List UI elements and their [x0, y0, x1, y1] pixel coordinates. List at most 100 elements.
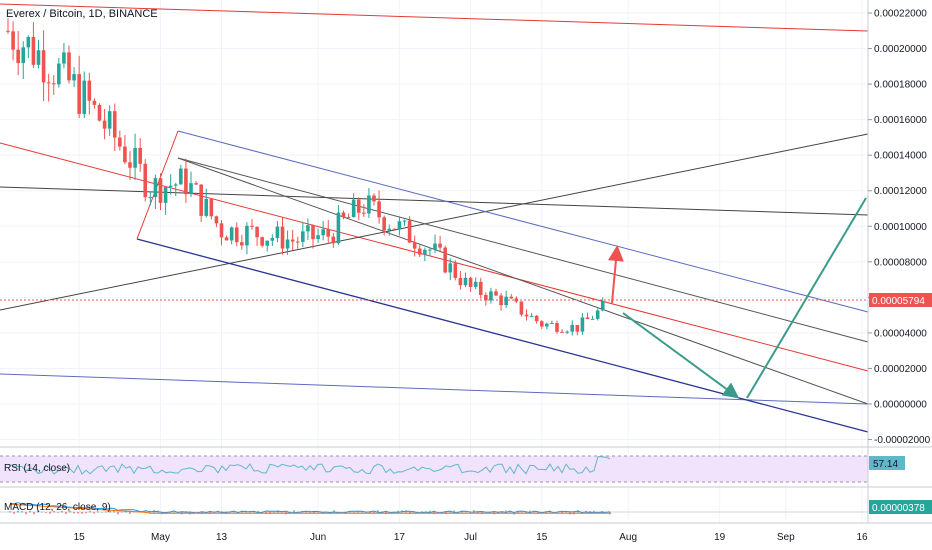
rebound-line-green — [746, 197, 867, 399]
candle-body — [321, 229, 325, 236]
candle-body — [189, 183, 193, 195]
macd-histogram-bar — [373, 512, 375, 514]
candle-body — [397, 221, 402, 230]
candle-body — [16, 49, 20, 64]
macd-histogram-bar — [49, 512, 51, 514]
time-tick-label: Aug — [619, 532, 637, 543]
rsi-line — [9, 456, 611, 475]
candle-body — [509, 296, 514, 299]
price-tick-label: 0.00018000 — [874, 80, 927, 91]
candle-body — [372, 195, 376, 202]
candle-body — [356, 199, 361, 213]
candle-body — [295, 241, 300, 243]
macd-line — [9, 502, 611, 514]
macd-label: MACD (12, 26, close, 9) — [4, 502, 111, 513]
time-axis[interactable]: 15 May 13 Jun 17 Jul 15 Aug 19 Sep 16 — [0, 522, 932, 543]
macd-histogram-bar — [525, 512, 527, 513]
macd-histogram-bar — [53, 510, 55, 513]
macd-histogram-bar — [21, 511, 23, 513]
time-tick-label: 15 — [536, 532, 548, 543]
candle-body — [184, 168, 188, 195]
macd-histogram-bar — [353, 512, 355, 513]
macd-histogram-bar — [105, 511, 107, 513]
candle-body — [326, 229, 331, 237]
price-tick-label: 0.00010000 — [874, 222, 927, 233]
macd-histogram-bar — [305, 511, 307, 513]
candle-body — [179, 168, 183, 185]
macd-histogram-bar — [121, 511, 123, 513]
candle-body — [275, 226, 280, 239]
macd-histogram-bar — [89, 510, 91, 513]
macd-histogram-bar — [253, 511, 255, 513]
candle-body — [11, 31, 15, 50]
candle-body — [229, 227, 234, 241]
macd-histogram-bar — [361, 511, 363, 513]
price-tick-label: 0.00008000 — [874, 257, 927, 268]
channel-left-edge — [136, 130, 179, 240]
macd-histogram-bar — [45, 512, 47, 513]
channel-mid-lower-line — [177, 157, 869, 405]
candle-body — [453, 263, 458, 278]
candle-body — [118, 137, 122, 147]
candle-body — [36, 50, 41, 65]
symbol-title: Everex / Bitcoin, 1D, BINANCE — [6, 8, 158, 20]
candle-body — [316, 235, 320, 240]
candle-body — [21, 47, 26, 64]
macd-histogram-bar — [589, 511, 591, 513]
time-tick-label: 19 — [714, 532, 726, 543]
candle-body — [534, 315, 539, 322]
candle-body — [494, 291, 498, 296]
candle-body — [529, 315, 534, 317]
macd-histogram-bar — [509, 511, 511, 513]
candle-body — [545, 323, 549, 327]
macd-histogram-bar — [397, 510, 399, 513]
macd-histogram-bar — [37, 510, 39, 513]
candle-body — [194, 183, 198, 185]
candle-body — [209, 198, 214, 217]
candle-body — [123, 146, 127, 163]
macd-histogram-bar — [81, 512, 83, 514]
macd-histogram-bar — [9, 511, 11, 513]
current-price-tag — [869, 293, 932, 307]
candle-body — [138, 147, 142, 164]
candle-body — [580, 317, 585, 332]
candle-body — [290, 239, 295, 242]
candle-body — [336, 212, 341, 244]
candle-body — [448, 263, 453, 273]
candle-body — [306, 225, 310, 232]
candle-body — [265, 240, 270, 246]
candle-body — [112, 111, 117, 138]
price-axis[interactable]: 0.00022000 0.00020000 0.00018000 0.00016000… — [867, 0, 932, 523]
macd-histogram-bar — [109, 510, 111, 513]
candle-body — [219, 223, 224, 238]
candle-body — [245, 225, 249, 246]
candle-body — [67, 52, 71, 81]
price-tick-label: 0.00002000 — [874, 364, 927, 375]
current-price-label: 0.00005794 — [872, 296, 925, 307]
candle-body — [311, 225, 315, 240]
macd-histogram-bar — [69, 510, 71, 513]
arrow-annotations — [607, 197, 867, 399]
macd-histogram-bar — [317, 511, 319, 513]
time-tick-label: 17 — [394, 532, 406, 543]
candle-body — [484, 294, 488, 301]
macd-histogram-bar — [173, 511, 175, 513]
macd-histogram-bar — [349, 511, 351, 513]
candle-body — [550, 323, 554, 325]
candle-body — [143, 163, 148, 198]
time-tick-label: 13 — [216, 532, 228, 543]
macd-histogram-bar — [97, 511, 99, 513]
channel-upper-line — [177, 130, 869, 313]
drawing-tools-layer — [0, 3, 869, 433]
macd-histogram-bar — [113, 510, 115, 513]
macd-histogram-bar — [381, 511, 383, 513]
macd-histogram-bar — [393, 512, 395, 514]
macd-histogram-bar — [533, 511, 535, 513]
candle-body — [240, 242, 244, 246]
candle-body — [443, 247, 447, 273]
macd-histogram-bar — [25, 512, 27, 515]
candlestick-series — [6, 18, 605, 336]
candle-body — [590, 318, 595, 320]
channel-lower-line — [136, 238, 869, 433]
